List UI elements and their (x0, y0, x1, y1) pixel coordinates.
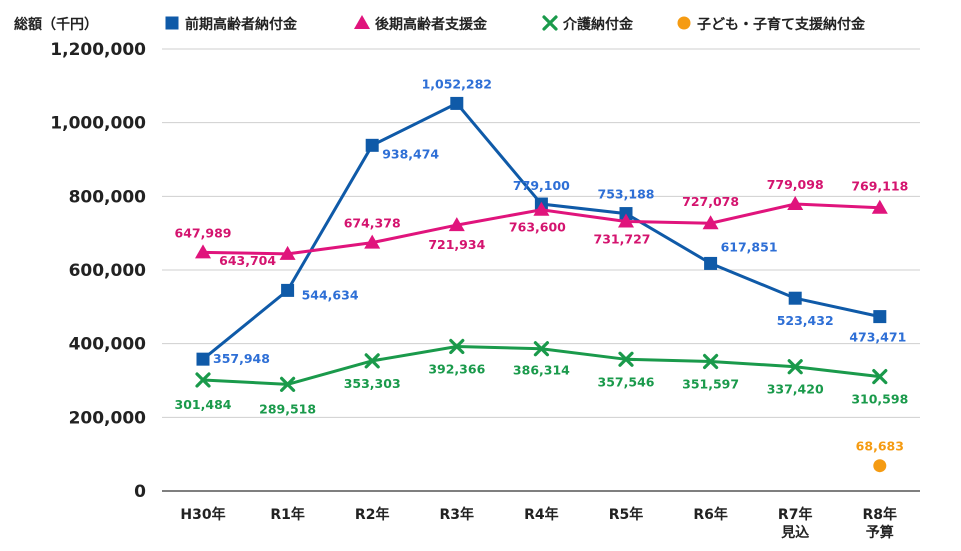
y-tick-label: 600,000 (69, 261, 147, 281)
data-label: 392,366 (428, 361, 485, 376)
data-label: 337,420 (767, 382, 824, 397)
x-tick-label: 予算 (866, 524, 894, 541)
triangle-marker (787, 196, 804, 211)
data-label: 731,727 (594, 231, 651, 246)
x-marker (195, 372, 211, 388)
legend-label: 子ども・子育て支援納付金 (697, 16, 866, 33)
data-label: 617,851 (721, 239, 778, 254)
x-tick-label: R6年 (693, 506, 728, 523)
triangle-marker (364, 234, 381, 249)
triangle-marker (533, 201, 550, 216)
data-label: 310,598 (851, 392, 908, 407)
x-tick-label: R3年 (440, 506, 475, 523)
data-label: 68,683 (856, 439, 904, 454)
triangle-marker (279, 245, 296, 260)
data-label: 779,100 (513, 178, 570, 193)
data-label: 753,188 (598, 187, 655, 202)
circle-marker (873, 459, 887, 473)
x-marker (280, 376, 296, 392)
square-marker (365, 138, 379, 152)
legend-label: 前期高齢者納付金 (185, 16, 298, 33)
data-label: 643,704 (219, 253, 276, 268)
x-tick-label: 見込 (780, 524, 809, 541)
data-label: 769,118 (851, 179, 908, 194)
data-label: 301,484 (175, 397, 232, 412)
square-marker (873, 310, 887, 324)
data-labels: 357,948 544,634 938,474 1,052,282 779,100 753… (175, 76, 909, 453)
data-label: 938,474 (382, 146, 439, 161)
data-label: 351,597 (682, 376, 739, 391)
x-tick-label: R2年 (355, 506, 390, 523)
triangle-marker (702, 215, 719, 230)
data-label: 779,098 (767, 177, 824, 192)
data-label: 386,314 (513, 363, 570, 378)
data-label: 473,471 (849, 330, 906, 345)
data-label: 727,078 (682, 194, 739, 209)
x-tick-label: R4年 (524, 506, 559, 523)
x-marker (872, 368, 888, 385)
data-label: 523,432 (777, 313, 834, 328)
y-axis-title: 総額（千円） (14, 16, 98, 33)
y-tick-label: 200,000 (69, 408, 147, 428)
y-tick-label: 400,000 (69, 335, 147, 355)
x-marker (703, 353, 719, 370)
legend-label: 介護納付金 (562, 16, 634, 33)
triangle-marker (448, 217, 465, 232)
x-marker (787, 359, 803, 375)
square-marker (281, 283, 295, 297)
data-label: 357,546 (598, 374, 655, 389)
data-label: 647,989 (175, 225, 232, 240)
series-group (195, 96, 888, 473)
gridlines (162, 48, 920, 492)
data-label: 544,634 (302, 287, 359, 302)
square-marker (196, 352, 210, 366)
y-tick-label: 800,000 (69, 187, 147, 207)
x-marker (618, 351, 634, 367)
circle-marker (677, 16, 691, 30)
x-tick-label: R5年 (609, 506, 644, 523)
x-tick-label: R8年 (863, 506, 898, 523)
y-tick-label: 0 (134, 482, 146, 502)
x-tick-label: H30年 (180, 506, 225, 523)
square-marker (165, 16, 179, 30)
square-marker (450, 96, 464, 110)
data-label: 721,934 (428, 237, 485, 252)
y-tick-label: 1,200,000 (50, 40, 146, 60)
square-marker (788, 291, 802, 305)
triangle-marker (195, 244, 211, 259)
y-axis-ticks: 0 200,000 400,000 600,000 800,000 1,000,000 1,… (50, 40, 146, 502)
y-tick-label: 1,000,000 (50, 114, 146, 134)
triangle-marker (354, 15, 370, 29)
data-label: 763,600 (509, 220, 566, 235)
triangle-marker (871, 199, 888, 214)
x-marker (449, 338, 465, 355)
x-marker (542, 15, 558, 31)
triangle-marker (618, 213, 634, 228)
data-label: 353,303 (344, 376, 401, 391)
x-tick-label: R1年 (270, 506, 305, 523)
data-label: 674,378 (344, 216, 401, 231)
x-tick-label: R7年 (778, 506, 813, 523)
square-marker (704, 256, 718, 270)
legend: 総額（千円） 前期高齢者納付金 後期高齢者支援金 介護納付金 子ども・子育て支援納付金 (14, 15, 866, 33)
x-marker (364, 353, 380, 369)
data-label: 289,518 (259, 401, 316, 416)
data-label: 1,052,282 (422, 76, 492, 91)
data-label: 357,948 (213, 351, 270, 366)
legend-label: 後期高齢者支援金 (375, 16, 488, 33)
x-marker (533, 341, 549, 357)
